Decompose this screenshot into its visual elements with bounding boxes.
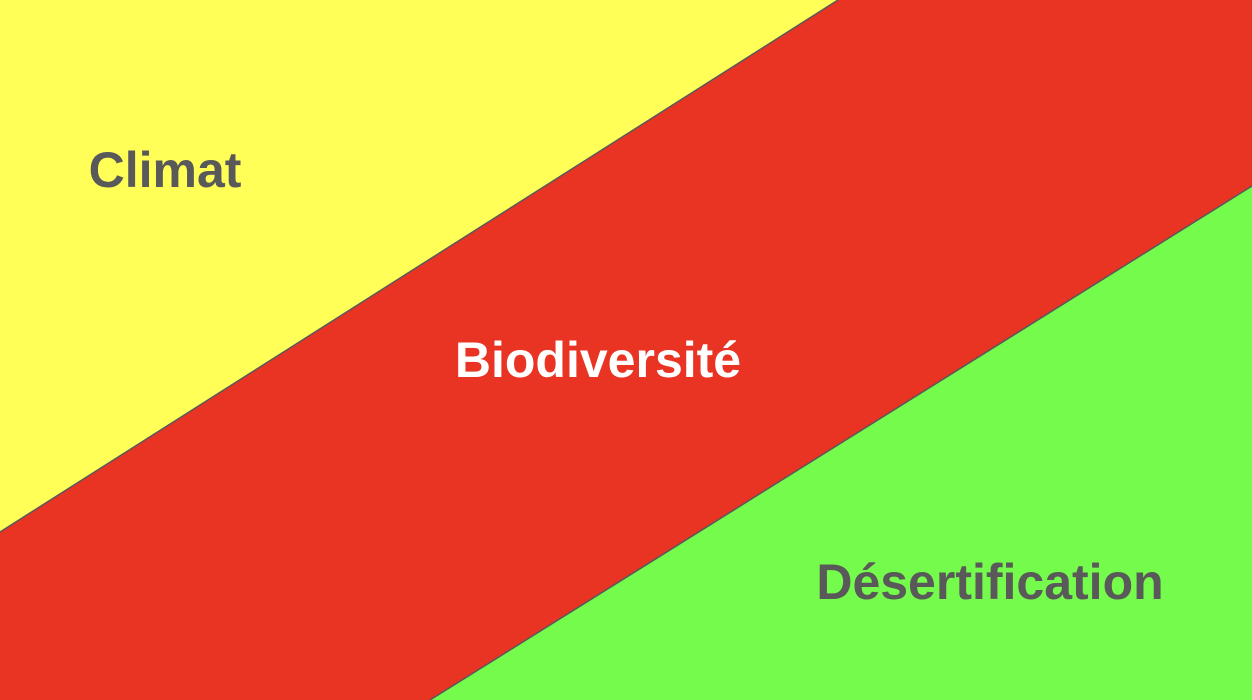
biodiversite-label: Biodiversité (454, 332, 742, 388)
climat-label: Climat (88, 142, 242, 198)
divider-line-bottom (429, 185, 1252, 700)
divider-line-top (0, 0, 839, 533)
desertification-label: Désertification (816, 554, 1164, 610)
